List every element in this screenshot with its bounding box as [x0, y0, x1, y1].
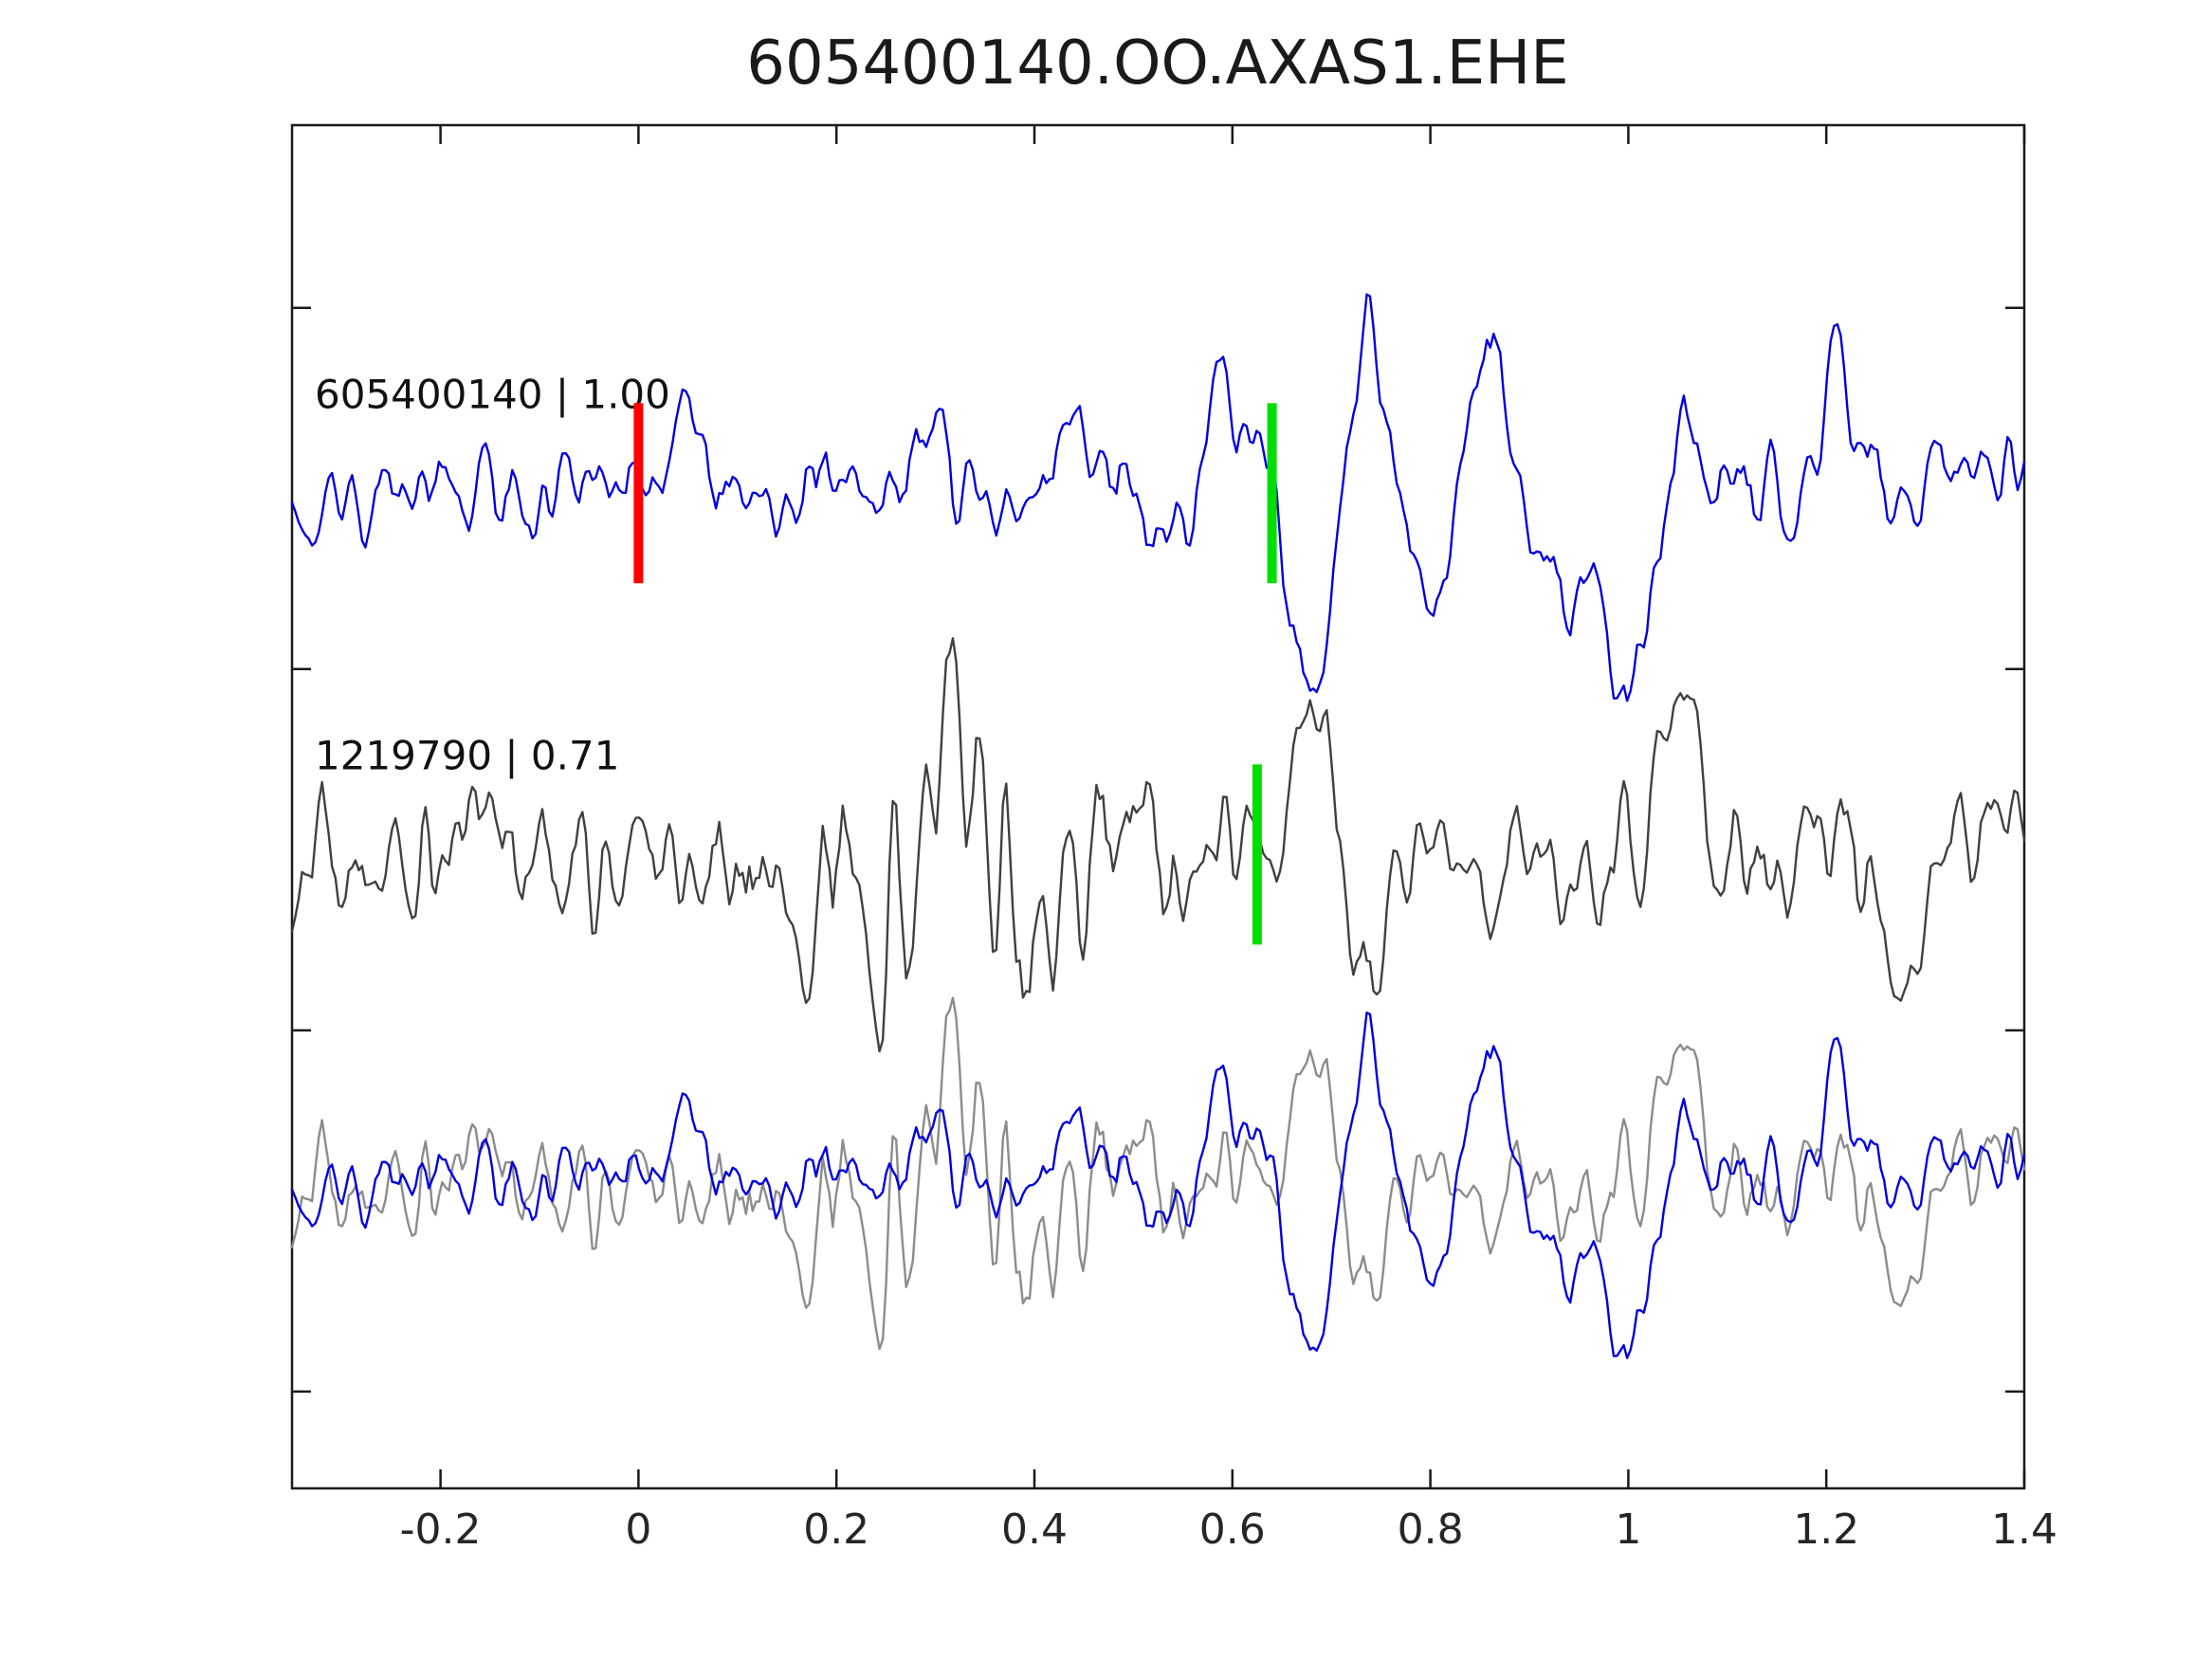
- x-tick-label: 0.8: [1398, 1505, 1464, 1554]
- x-tick-label: 1.2: [1793, 1505, 1859, 1554]
- trace-line-template: [290, 293, 2026, 702]
- plot-area: -0.2 0 0.2 0.4 0.6 0.8 1 1.2 1.4 605400140 | 1.00…: [290, 123, 2057, 1554]
- overlay-trace-detection: [290, 996, 2026, 1351]
- trace-label-template: 605400140 | 1.00: [315, 371, 670, 417]
- axes-box: [290, 123, 2026, 1490]
- x-tick-label: 0.4: [1001, 1505, 1068, 1554]
- trace-label-detection: 1219790 | 0.71: [315, 732, 619, 778]
- trace-line-detection: [290, 637, 2026, 1053]
- overlay-trace-template: [290, 1011, 2026, 1359]
- x-tick-label: -0.2: [400, 1505, 482, 1554]
- x-tick-label: 1.4: [1991, 1505, 2057, 1554]
- x-tick-label: 0.6: [1199, 1505, 1266, 1554]
- x-tick-label: 0.2: [803, 1505, 869, 1554]
- x-tick-label: 1: [1615, 1505, 1641, 1554]
- chart-title: 605400140.OO.AXAS1.EHE: [746, 28, 1568, 99]
- x-tick-label: 0: [625, 1505, 651, 1554]
